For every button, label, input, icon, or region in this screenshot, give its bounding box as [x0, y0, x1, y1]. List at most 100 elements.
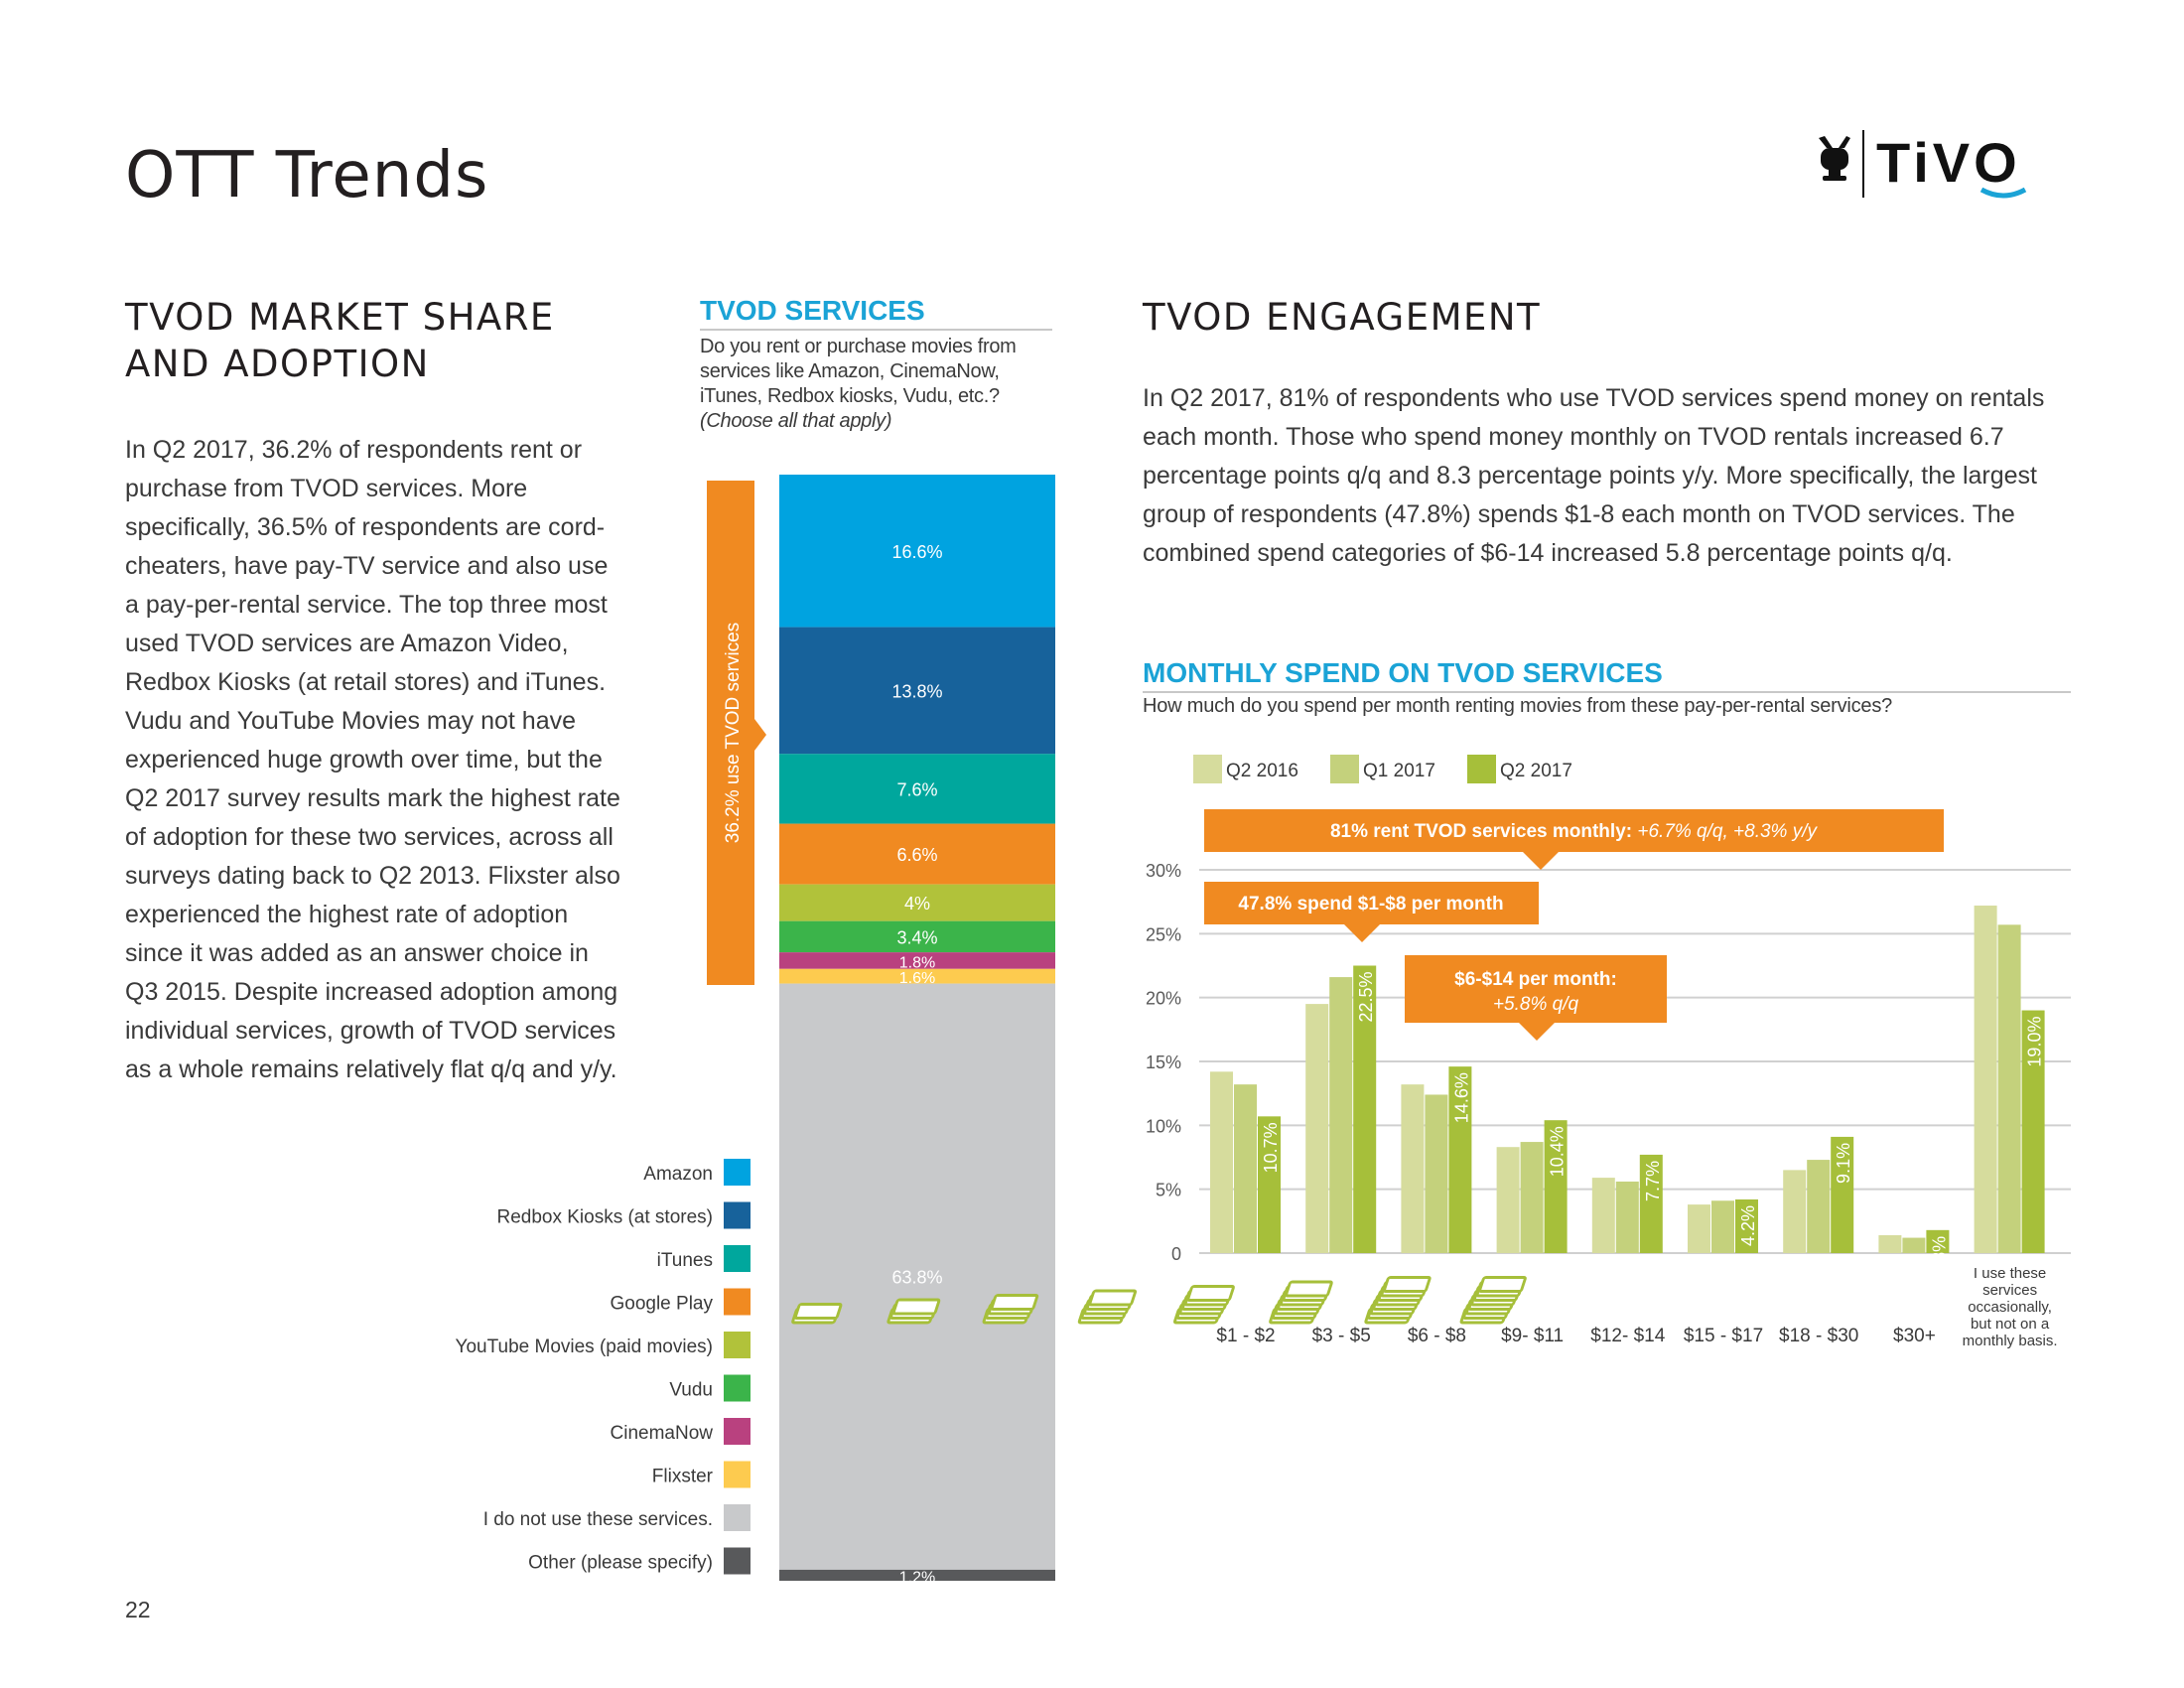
data-label-4: 7.7% [1643, 1161, 1663, 1201]
bar-q1-2017-2 [1425, 1094, 1448, 1253]
bar-q2-2017-6 [1831, 1136, 1854, 1253]
category-label-7: $30+ [1893, 1326, 1936, 1346]
callout-614-italic: +5.8% q/q [1493, 994, 1579, 1015]
legend-label-q1-2017: Q1 2017 [1363, 761, 1435, 781]
tvod-question-text: Do you rent or purchase movies from serv… [700, 336, 1017, 407]
bar-q1-2017-4 [1615, 1181, 1639, 1253]
bar-q2-2017-5 [1735, 1198, 1758, 1253]
stack-segment-vudu [779, 920, 1055, 953]
bar-q2-2016-8 [1974, 906, 1997, 1253]
money-icon-1 [887, 1298, 941, 1325]
money-icon-2 [982, 1294, 1039, 1325]
callout-478-text: 47.8% spend $1-$8 per month [1238, 894, 1503, 914]
legend-label-q2-2016: Q2 2016 [1226, 761, 1298, 781]
stack-segment-flixster [779, 968, 1055, 984]
category-label-2: $6 - $8 [1408, 1326, 1466, 1346]
page-number: 22 [125, 1597, 151, 1622]
bar-q2-2016-2 [1401, 1084, 1425, 1253]
page-title: OTT Trends [125, 139, 489, 212]
bar-q1-2017-6 [1807, 1160, 1831, 1253]
ytick-0: 0 [1171, 1244, 1181, 1264]
legend-swatch-q1-2017 [1330, 755, 1359, 783]
legend-label-vudu: Vudu [669, 1380, 713, 1401]
bar-q1-2017-8 [1997, 924, 2021, 1253]
tivo-mascot-icon [1819, 136, 1850, 181]
data-label-0: 10.7% [1261, 1122, 1281, 1173]
data-label-2: 14.6% [1451, 1072, 1471, 1123]
stack-label-youtube-movies-paid-movies: 4% [904, 894, 930, 914]
legend-swatch-amazon [724, 1159, 751, 1186]
legend-swatch-i-do-not-use-these-services [724, 1504, 751, 1531]
stack-label-google-play: 6.6% [896, 845, 937, 865]
callout-81-text: 81% rent TVOD services monthly: +6.7% q/… [1330, 821, 1819, 842]
category-label-6: $18 - $30 [1779, 1326, 1858, 1346]
tvod-question: Do you rent or purchase movies from serv… [700, 335, 1057, 434]
stack-label-redbox-kiosks-at-stores: 13.8% [891, 681, 942, 701]
tvod-title-rule [700, 329, 1052, 331]
data-label-8: 19.0% [2025, 1017, 2045, 1067]
stack-segment-i-do-not-use-these-services [779, 983, 1055, 1570]
bar-q2-2016-5 [1688, 1204, 1710, 1253]
bar-q2-2017-7 [1926, 1229, 1950, 1253]
data-label-1: 22.5% [1356, 972, 1376, 1023]
callout-478-pointer-icon [1344, 924, 1380, 942]
ytick-20: 20% [1146, 989, 1181, 1009]
money-icon-6 [1364, 1276, 1432, 1325]
money-icon-3 [1077, 1289, 1138, 1325]
callout-81-pointer-icon [1523, 852, 1559, 870]
data-label-5: 4.2% [1738, 1205, 1758, 1246]
logo-wordmark: TiVO [1876, 131, 2021, 194]
bar-q2-2017-2 [1448, 1066, 1472, 1253]
callout-81-italic: +6.7% q/q, +8.3% y/y [1637, 821, 1818, 842]
legend-swatch-youtube-movies-paid-movies [724, 1332, 751, 1358]
stack-label-flixster: 1.6% [899, 970, 935, 987]
stack-label-other-please-specify: 1.2% [899, 1569, 935, 1586]
bar-q2-2017-8 [2021, 1010, 2045, 1253]
tvod-question-note: (Choose all that apply) [700, 410, 892, 432]
logo-smile-icon [1979, 187, 2027, 199]
legend-label-flixster: Flixster [652, 1467, 714, 1487]
stack-label-amazon: 16.6% [891, 542, 942, 562]
bar-q1-2017-3 [1520, 1142, 1544, 1253]
stack-segment-cinemanow [779, 952, 1055, 969]
category-label-0: $1 - $2 [1216, 1326, 1275, 1346]
bar-q2-2017-3 [1544, 1120, 1568, 1253]
stack-segment-other-please-specify [779, 1569, 1055, 1581]
ytick-15: 15% [1146, 1053, 1181, 1072]
category-label-1: $3 - $5 [1312, 1326, 1371, 1346]
stack-label-i-do-not-use-these-services: 63.8% [891, 1268, 942, 1288]
bar-q2-2016-7 [1878, 1234, 1902, 1253]
right-heading: TVOD ENGAGEMENT [1143, 296, 1542, 339]
stack-segment-itunes [779, 754, 1055, 824]
bar-q1-2017-5 [1711, 1200, 1734, 1253]
stack-segment-youtube-movies-paid-movies [779, 884, 1055, 921]
callout-478-box [1204, 882, 1539, 924]
callout-614-pointer-icon [1519, 1023, 1555, 1041]
bar-q2-2016-3 [1496, 1147, 1520, 1253]
money-icon-4 [1172, 1285, 1235, 1325]
right-body: In Q2 2017, 81% of respondents who use T… [1143, 384, 2045, 567]
legend-swatch-cinemanow [724, 1418, 751, 1445]
bar-q1-2017-1 [1329, 977, 1353, 1253]
legend-label-q2-2017: Q2 2017 [1500, 761, 1572, 781]
logo-divider [1862, 130, 1864, 198]
legend-label-i-do-not-use-these-services: I do not use these services. [483, 1509, 713, 1530]
bar-q2-2016-4 [1591, 1178, 1615, 1253]
stack-label-vudu: 3.4% [896, 927, 937, 947]
callout-478: 47.8% spend $1-$8 per month [1204, 882, 1539, 942]
bar-q2-2016-1 [1305, 1004, 1329, 1253]
money-icon-7 [1459, 1276, 1527, 1325]
data-label-6: 9.1% [1834, 1143, 1853, 1184]
ytick-10: 10% [1146, 1116, 1181, 1136]
callout-614-box [1405, 955, 1667, 1023]
category-label-5: $15 - $17 [1684, 1326, 1763, 1346]
bar-q1-2017-7 [1902, 1237, 1926, 1253]
legend-label-youtube-movies-paid-movies: YouTube Movies (paid movies) [456, 1336, 713, 1357]
callout-81-box [1204, 809, 1944, 852]
ytick-25: 25% [1146, 924, 1181, 944]
monthly-title-rule [1143, 691, 2071, 693]
stack-segment-google-play [779, 823, 1055, 885]
legend-swatch-q2-2017 [1467, 755, 1496, 783]
legend-swatch-vudu [724, 1374, 751, 1402]
